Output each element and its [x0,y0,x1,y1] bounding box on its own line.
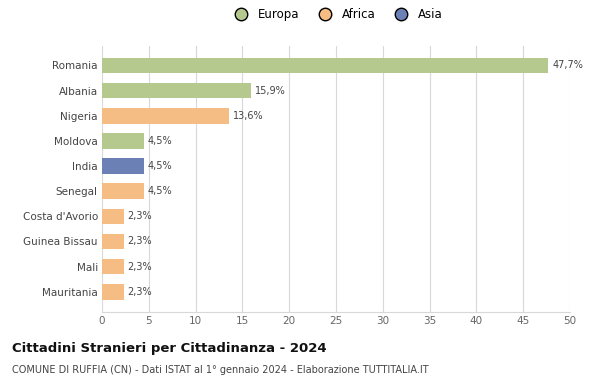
Bar [102,234,124,249]
Text: 2,3%: 2,3% [127,236,152,247]
Bar [102,184,144,199]
Bar [102,209,124,224]
Legend: Europa, Africa, Asia: Europa, Africa, Asia [224,4,448,26]
Bar [102,83,251,98]
Text: 4,5%: 4,5% [148,161,172,171]
Text: 2,3%: 2,3% [127,287,152,297]
Bar [102,284,124,299]
Bar [102,108,229,124]
Text: 4,5%: 4,5% [148,136,172,146]
Text: 2,3%: 2,3% [127,261,152,272]
Bar [102,133,144,149]
Text: Cittadini Stranieri per Cittadinanza - 2024: Cittadini Stranieri per Cittadinanza - 2… [12,342,326,355]
Text: 15,9%: 15,9% [254,86,286,96]
Bar [102,158,144,174]
Text: COMUNE DI RUFFIA (CN) - Dati ISTAT al 1° gennaio 2024 - Elaborazione TUTTITALIA.: COMUNE DI RUFFIA (CN) - Dati ISTAT al 1°… [12,365,428,375]
Bar [102,58,548,73]
Text: 2,3%: 2,3% [127,211,152,221]
Bar [102,259,124,274]
Text: 13,6%: 13,6% [233,111,263,121]
Text: 47,7%: 47,7% [552,60,583,70]
Text: 4,5%: 4,5% [148,186,172,196]
